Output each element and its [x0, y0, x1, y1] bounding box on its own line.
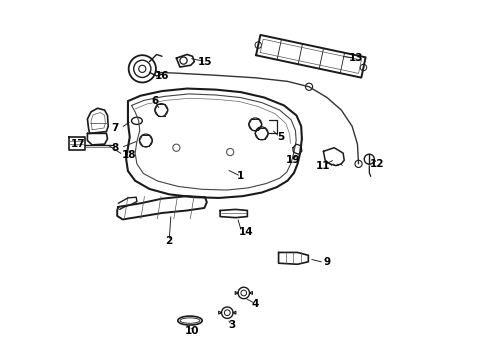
Text: 12: 12 — [369, 159, 384, 169]
Text: 8: 8 — [111, 143, 118, 153]
Text: 16: 16 — [155, 71, 169, 81]
Text: 6: 6 — [151, 96, 158, 106]
Text: 1: 1 — [237, 171, 244, 181]
Text: 18: 18 — [122, 150, 136, 160]
Text: 19: 19 — [285, 155, 300, 165]
Text: 10: 10 — [185, 326, 199, 336]
Text: 3: 3 — [228, 320, 235, 330]
Text: 2: 2 — [165, 236, 172, 246]
Text: 11: 11 — [316, 161, 330, 171]
Text: 15: 15 — [198, 57, 212, 67]
Text: 14: 14 — [239, 227, 253, 237]
Text: 9: 9 — [323, 257, 330, 267]
Text: 17: 17 — [71, 139, 85, 149]
Text: 13: 13 — [348, 53, 362, 63]
Text: 7: 7 — [111, 123, 118, 133]
Text: 5: 5 — [276, 132, 284, 142]
Text: 4: 4 — [251, 299, 259, 309]
